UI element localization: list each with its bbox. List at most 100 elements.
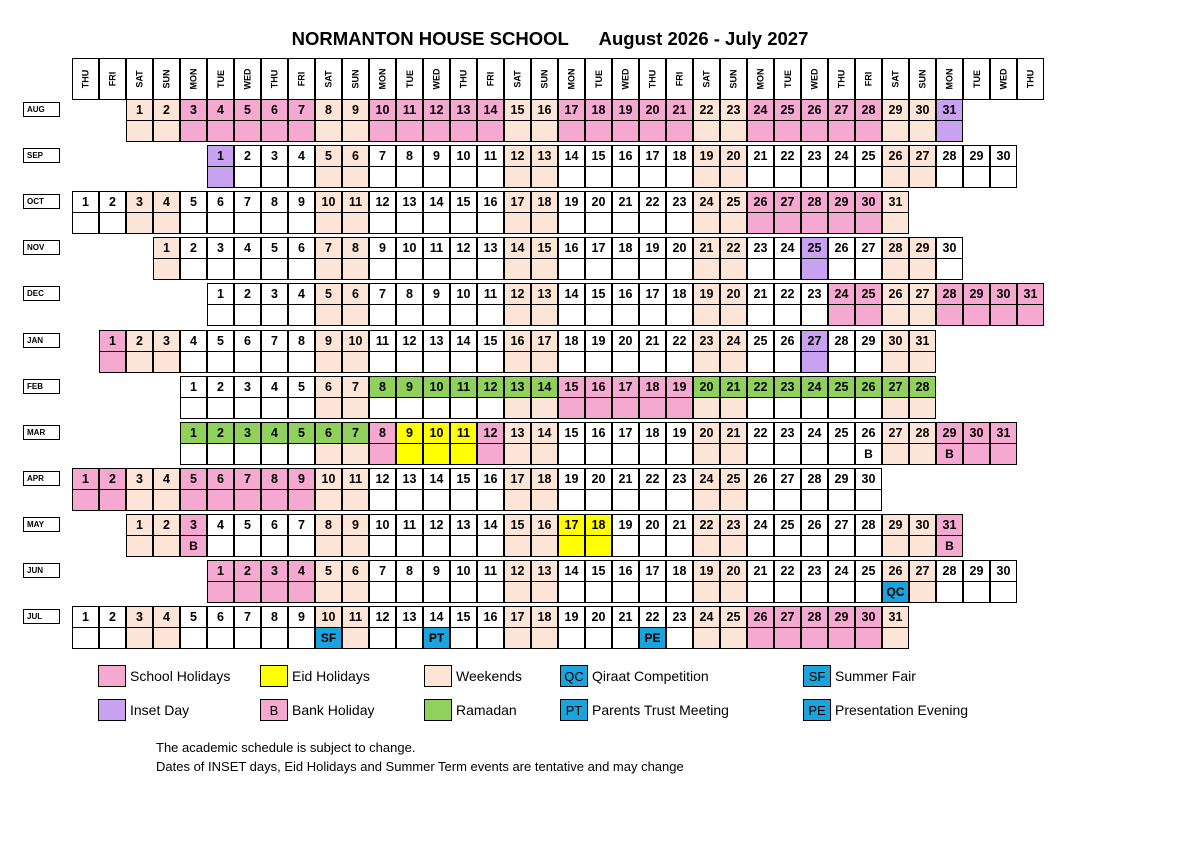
- event-cell: [315, 442, 342, 465]
- date-cell: 1: [126, 513, 153, 536]
- date-cell: 12: [504, 145, 531, 168]
- date-cell: 19: [666, 375, 693, 398]
- date-cell: 14: [450, 329, 477, 352]
- date-cell: 11: [342, 467, 369, 490]
- date-cell: 8: [369, 421, 396, 444]
- date-cell: 30: [855, 606, 882, 629]
- event-cell: [423, 166, 450, 189]
- event-cell: [207, 534, 234, 557]
- date-cell: 9: [342, 99, 369, 121]
- event-cell: [369, 304, 396, 327]
- date-cell: 13: [396, 606, 423, 629]
- event-cell: [153, 350, 180, 373]
- event-cell: [639, 442, 666, 465]
- date-cell: 23: [801, 145, 828, 168]
- date-cell: 15: [450, 191, 477, 214]
- event-cell: [801, 166, 828, 189]
- event-cell: [747, 258, 774, 281]
- event-cell: [963, 442, 990, 465]
- date-cell: 25: [720, 606, 747, 629]
- date-cell: 24: [801, 421, 828, 444]
- event-cell: [396, 120, 423, 142]
- event-cell: [261, 396, 288, 419]
- date-cell: 19: [666, 421, 693, 444]
- event-cell: [504, 627, 531, 650]
- date-cell: 24: [693, 467, 720, 490]
- date-cell: 21: [693, 237, 720, 260]
- event-cell: [990, 166, 1017, 189]
- date-cell: 8: [315, 513, 342, 536]
- date-cell: 30: [909, 513, 936, 536]
- event-cell: [234, 350, 261, 373]
- date-cell: 6: [261, 513, 288, 536]
- event-cell: [936, 258, 963, 281]
- event-cell: [828, 120, 855, 142]
- event-cell: [612, 258, 639, 281]
- date-cell: 1: [72, 467, 99, 490]
- date-cell: 16: [531, 99, 558, 121]
- event-cell: [828, 304, 855, 327]
- event-cell: [261, 581, 288, 603]
- event-cell: [909, 581, 936, 603]
- date-cell: 28: [936, 145, 963, 168]
- event-cell: [153, 488, 180, 511]
- date-cell: 4: [261, 421, 288, 444]
- day-header-mon: MON: [558, 58, 585, 100]
- event-cell: [882, 212, 909, 235]
- event-cell: [612, 442, 639, 465]
- date-cell: 25: [828, 421, 855, 444]
- day-header-wed: WED: [423, 58, 450, 100]
- event-cell: [207, 304, 234, 327]
- event-cell: [288, 534, 315, 557]
- event-cell: [855, 488, 882, 511]
- date-cell: 4: [261, 375, 288, 398]
- date-cell: 19: [693, 145, 720, 168]
- date-cell: 19: [558, 606, 585, 629]
- event-cell: [801, 120, 828, 142]
- legend-item: Eid Holidays: [260, 664, 370, 688]
- date-cell: 23: [801, 560, 828, 582]
- date-cell: 21: [639, 329, 666, 352]
- legend-label: Presentation Evening: [835, 702, 969, 718]
- event-marker-pe: PE: [639, 627, 666, 650]
- date-cell: 9: [423, 145, 450, 168]
- event-cell: [882, 627, 909, 650]
- date-cell: 23: [666, 191, 693, 214]
- date-cell: 27: [882, 421, 909, 444]
- event-cell: [666, 258, 693, 281]
- day-header-wed: WED: [612, 58, 639, 100]
- date-cell: 17: [504, 467, 531, 490]
- event-marker-b: B: [936, 534, 963, 557]
- event-cell: [261, 627, 288, 650]
- date-cell: 15: [504, 99, 531, 121]
- date-cell: 13: [504, 421, 531, 444]
- event-cell: [504, 442, 531, 465]
- day-header-mon: MON: [747, 58, 774, 100]
- date-cell: 12: [369, 467, 396, 490]
- date-cell: 21: [720, 375, 747, 398]
- event-cell: [423, 581, 450, 603]
- event-cell: [126, 534, 153, 557]
- event-cell: [450, 304, 477, 327]
- event-cell: [747, 396, 774, 419]
- event-cell: [774, 258, 801, 281]
- date-cell: 10: [369, 99, 396, 121]
- date-cell: 12: [369, 191, 396, 214]
- date-cell: 8: [261, 606, 288, 629]
- date-cell: 3: [126, 467, 153, 490]
- day-header-thu: THU: [261, 58, 288, 100]
- event-cell: [342, 350, 369, 373]
- date-cell: 10: [315, 606, 342, 629]
- event-cell: [315, 166, 342, 189]
- date-cell: 9: [396, 421, 423, 444]
- legend-item: Inset Day: [98, 698, 189, 722]
- date-cell: 19: [558, 467, 585, 490]
- date-cell: 24: [828, 283, 855, 306]
- date-cell: 30: [855, 191, 882, 214]
- event-cell: [477, 258, 504, 281]
- event-cell: [99, 627, 126, 650]
- date-cell: 21: [666, 513, 693, 536]
- date-cell: 25: [747, 329, 774, 352]
- date-cell: 14: [531, 421, 558, 444]
- event-cell: [774, 488, 801, 511]
